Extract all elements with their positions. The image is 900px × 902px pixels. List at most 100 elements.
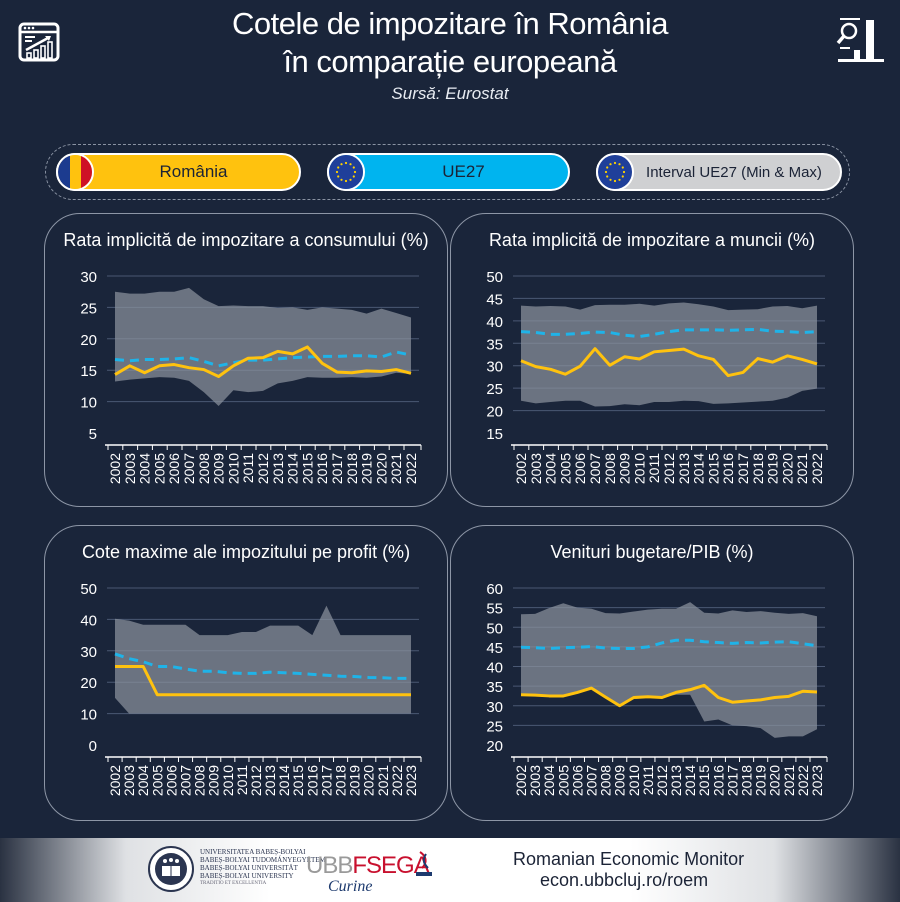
x-tick-label: 2019 [753, 765, 769, 796]
legend-label-eu27-range: Interval UE27 (Min & Max) [646, 163, 822, 181]
x-tick-label: 2012 [661, 453, 677, 484]
x-tick-label: 2022 [389, 765, 405, 796]
chart-title: Cote maxime ale impozitului pe profit (%… [81, 542, 411, 562]
x-tick-label: 2002 [107, 765, 123, 796]
x-tick-label: 2004 [543, 453, 559, 484]
x-tick-label: 2019 [359, 453, 375, 484]
x-tick-label: 2021 [781, 765, 797, 796]
x-tick-label: 2010 [220, 765, 236, 796]
romania-flag-icon [56, 153, 94, 191]
legend-item-eu27-range: Interval UE27 (Min & Max) [596, 153, 842, 191]
eu-flag-star [618, 178, 621, 181]
x-tick-label: 2020 [767, 765, 783, 796]
chart-panel-corporate-tax: Cote maxime ale impozitului pe profit (%… [44, 525, 448, 821]
x-tick-label: 2021 [375, 765, 391, 796]
fsega-emblem-icon [416, 851, 432, 876]
legend-item-romania: România [56, 153, 301, 191]
eu-flag-star [609, 178, 612, 181]
search-bar-chart-icon [836, 18, 884, 62]
chart-title: Venituri bugetare/PIB (%) [550, 542, 754, 562]
x-tick-label: 2005 [151, 453, 167, 484]
y-tick-label: 40 [80, 612, 97, 629]
eu-flag-field [598, 155, 632, 189]
page-title-line2: în comparație europeană [283, 44, 617, 79]
y-tick-label: 15 [486, 426, 503, 443]
x-tick-label: 2022 [809, 453, 825, 484]
brand-url[interactable]: econ.ubbcluj.ro/roem [540, 870, 709, 890]
x-tick-label: 2020 [361, 765, 377, 796]
x-tick-label: 2004 [137, 453, 153, 484]
x-tick-label: 2020 [779, 453, 795, 484]
eu-flag-star [344, 161, 348, 165]
y-tick-label: 40 [486, 314, 503, 331]
chart-panel-budget-revenue: Venituri bugetare/PIB (%) 20 25 30 35 40 45 50… [450, 525, 854, 821]
romania-line [520, 683, 818, 708]
x-tick-label: 2009 [211, 453, 227, 484]
eu27-range-area [521, 302, 817, 407]
eu-flag-star [337, 175, 340, 178]
y-tick-label: 25 [486, 381, 503, 398]
eu-flag-star [618, 163, 621, 166]
eu-flag-star [609, 163, 612, 166]
x-tick-label: 2012 [255, 453, 271, 484]
fsega-logo: UBBFSEGA [306, 852, 430, 879]
x-tick-label: 2010 [631, 453, 647, 484]
eu-flag-field [329, 155, 363, 189]
x-tick-label: 2010 [626, 765, 642, 796]
x-tick-label: 2011 [646, 453, 662, 483]
x-tick-label: 2006 [166, 453, 182, 484]
eu-flag-star [337, 166, 340, 169]
legend-label-romania: România [159, 162, 228, 181]
x-tick-label: 2008 [192, 765, 208, 796]
page-title-line1: Cotele de impozitare în România [232, 6, 668, 41]
eu27-line [520, 638, 818, 650]
y-tick-label: 0 [89, 738, 97, 755]
x-tick-label: 2014 [682, 765, 698, 796]
x-tick-label: 2021 [794, 453, 810, 484]
brand-title: Romanian Economic Monitor [513, 849, 745, 869]
x-tick-label: 2022 [795, 765, 811, 796]
romania-line [520, 347, 818, 378]
header: Cotele de impozitare în România în compa… [0, 0, 900, 130]
fsega-signature: Curine [328, 878, 373, 895]
consumption-tax-chart: 5101520253020022003200420052006200720082… [80, 269, 422, 484]
x-tick-label: 2015 [299, 453, 315, 484]
eu-flag-star [352, 175, 355, 178]
x-tick-label: 2013 [262, 765, 278, 796]
x-tick-label: 2017 [329, 453, 345, 484]
x-tick-label: 2016 [710, 765, 726, 796]
eu-flag-star [604, 170, 608, 174]
x-tick-label: 2011 [640, 765, 656, 795]
y-tick-label: 35 [486, 336, 503, 353]
x-tick-label: 2002 [107, 453, 123, 484]
eu27-range-area [115, 287, 411, 406]
y-tick-label: 20 [80, 675, 97, 692]
y-tick-label: 25 [80, 300, 97, 317]
x-tick-label: 2018 [739, 765, 755, 796]
x-tick-label: 2011 [234, 765, 250, 795]
x-tick-label: 2015 [290, 765, 306, 796]
y-tick-label: 45 [486, 640, 503, 657]
x-tick-label: 2002 [513, 765, 529, 796]
x-tick-label: 2016 [720, 453, 736, 484]
x-tick-label: 2009 [612, 765, 628, 796]
x-tick-label: 2013 [668, 765, 684, 796]
x-tick-label: 2021 [388, 453, 404, 484]
x-tick-label: 2003 [121, 765, 137, 796]
x-tick-label: 2002 [513, 453, 529, 484]
x-tick-label: 2014 [285, 453, 301, 484]
eu-flag-star [353, 170, 357, 174]
x-tick-label: 2004 [541, 765, 557, 796]
x-tick-label: 2018 [750, 453, 766, 484]
x-tick-label: 2003 [527, 765, 543, 796]
eu-flag-star [606, 175, 609, 178]
source-subtitle: Sursă: Eurostat [391, 84, 509, 103]
y-tick-label: 60 [486, 581, 503, 598]
eu-flag-star [340, 178, 343, 181]
eu-flag-star [613, 179, 617, 183]
x-tick-label: 2022 [403, 453, 419, 484]
x-tick-label: 2006 [569, 765, 585, 796]
x-tick-label: 2007 [583, 765, 599, 796]
x-tick-label: 2005 [557, 453, 573, 484]
x-tick-label: 2007 [587, 453, 603, 484]
